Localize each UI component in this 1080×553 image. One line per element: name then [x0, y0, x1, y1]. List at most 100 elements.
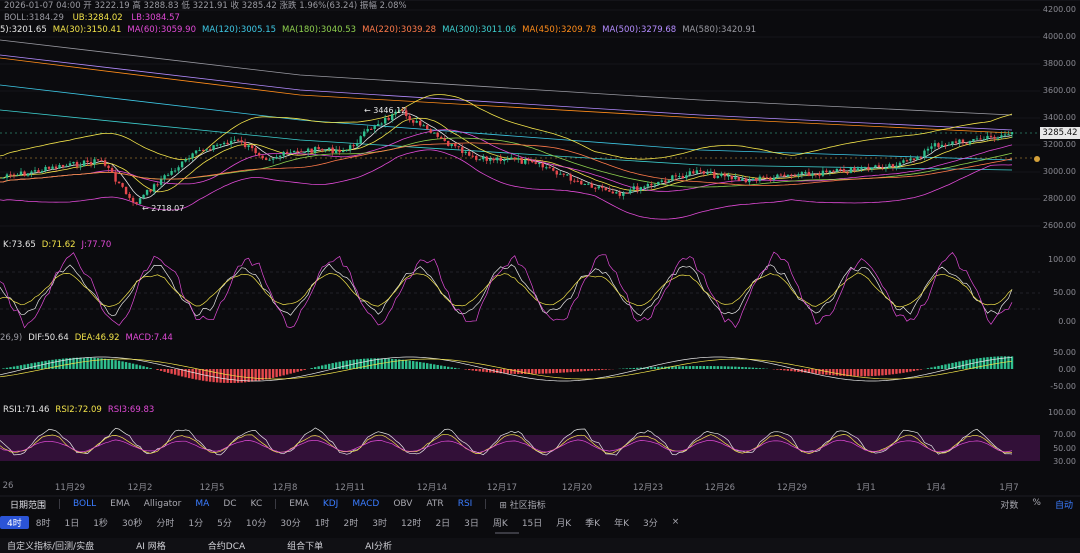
macd-bar [867, 369, 870, 377]
macd-bar [180, 369, 184, 377]
candle-body [464, 151, 467, 153]
interval-4[interactable]: 30秒 [121, 518, 143, 529]
macd-bar [142, 366, 145, 369]
candle-body [947, 144, 951, 146]
candle-body [257, 153, 261, 156]
macd-bar [566, 369, 569, 373]
scale-option[interactable]: % [1032, 497, 1041, 508]
main-indicator-kc[interactable]: KC [250, 499, 263, 509]
candle-body [765, 177, 769, 179]
main-indicator-boll[interactable]: BOLL [73, 499, 97, 509]
candle-body [681, 175, 685, 179]
macd-bar [576, 369, 579, 372]
macd-bar [324, 364, 327, 369]
sub-indicator-atr[interactable]: ATR [426, 499, 444, 509]
sub-indicator-macd[interactable]: MACD [352, 499, 380, 509]
interval-15[interactable]: 3日 [464, 518, 479, 529]
candle-body [177, 167, 180, 171]
interval-17[interactable]: 15日 [521, 518, 543, 529]
interval-toolbar: 4时 8时 1日 1秒 30秒 分时 1分 5分 10分 30分 1时 2时 3时 12时 2日 3日 周K 15… [0, 515, 1080, 529]
ma-line [0, 439, 1013, 453]
bottom-tab[interactable]: AI 网格 [136, 542, 166, 552]
interval-12[interactable]: 3时 [372, 518, 387, 529]
interval-7[interactable]: 5分 [217, 518, 232, 529]
sub-indicator-kdj[interactable]: KDJ [322, 499, 339, 509]
interval-18[interactable]: 月K [556, 518, 572, 529]
interval-3[interactable]: 1秒 [93, 518, 108, 529]
ma-legend-item: MA(220):3039.28 [362, 25, 437, 35]
candle-body [303, 151, 306, 153]
interval-11[interactable]: 2时 [343, 518, 359, 529]
candle-body [440, 136, 443, 139]
interval-10[interactable]: 1时 [314, 518, 330, 529]
interval-21[interactable]: 3分 [642, 518, 658, 529]
close-intervals-button[interactable]: × [671, 517, 680, 527]
scale-option[interactable]: 自动 [1054, 500, 1073, 511]
drag-handle[interactable] [495, 532, 519, 534]
ma-legend-item: MA(580):3420.91 [682, 25, 757, 35]
interval-6[interactable]: 1分 [188, 518, 204, 529]
candle-body [394, 111, 397, 115]
macd-bar [849, 369, 853, 377]
main-indicator-alligator[interactable]: Alligator [143, 499, 182, 509]
bottom-tab[interactable]: 组合下单 [287, 542, 324, 552]
candle-body [208, 149, 212, 151]
candle-body [937, 143, 940, 148]
high-annotation: ← 3446.12 [364, 106, 407, 115]
candle-body [685, 175, 688, 179]
candle-body [853, 167, 856, 171]
macd-bar [30, 363, 33, 369]
bottom-tab[interactable]: 自定义指标/回测/实盘 [7, 542, 95, 552]
chart-canvas[interactable] [0, 0, 1080, 500]
macd-bar [96, 358, 100, 369]
candle-body [517, 158, 520, 160]
candle-body [636, 186, 639, 191]
macd-bar [229, 369, 233, 383]
interval-1[interactable]: 8时 [35, 518, 51, 529]
macd-bar [982, 357, 986, 369]
macd-bar [692, 366, 695, 369]
sub-indicator-ema[interactable]: EMA [289, 499, 309, 509]
bottom-tab[interactable]: AI分析 [365, 542, 392, 552]
interval-2[interactable]: 1日 [64, 518, 80, 529]
date-range-button[interactable]: 日期范围 [10, 500, 47, 511]
sub-indicator-obv[interactable]: OBV [393, 499, 413, 509]
macd-bar [489, 369, 492, 373]
macd-bar [243, 369, 247, 383]
date-tick: 12月20 [561, 483, 593, 493]
macd-bar [853, 369, 856, 377]
candle-body [867, 166, 870, 170]
macd-bar [818, 369, 821, 375]
macd-bar [720, 366, 723, 369]
macd-bar [947, 363, 951, 369]
interval-16[interactable]: 周K [492, 518, 508, 529]
main-indicator-dc[interactable]: DC [223, 499, 237, 509]
candle-body [359, 136, 362, 144]
interval-9[interactable]: 30分 [280, 518, 301, 529]
macd-bar [835, 369, 839, 376]
interval-13[interactable]: 12时 [400, 518, 422, 529]
macd-bar [793, 369, 797, 372]
main-indicator-ma[interactable]: MA [195, 499, 210, 509]
scale-option[interactable]: 对数 [1000, 500, 1019, 511]
interval-0[interactable]: 4时 [0, 515, 29, 529]
interval-5[interactable]: 分时 [156, 518, 175, 529]
candle-body [296, 150, 299, 152]
interval-8[interactable]: 10分 [245, 518, 267, 529]
candle-body [289, 152, 292, 154]
main-indicator-ema[interactable]: EMA [110, 499, 130, 509]
sub-indicator-rsi[interactable]: RSI [457, 499, 473, 509]
interval-19[interactable]: 季K [585, 518, 601, 529]
interval-14[interactable]: 2日 [435, 518, 451, 529]
candle-body [534, 162, 537, 164]
candle-body [159, 179, 163, 185]
bottom-tab[interactable]: 合约DCA [207, 542, 246, 552]
macd-bar [527, 369, 530, 374]
macd-bar [138, 365, 142, 369]
candle-body [503, 159, 506, 162]
community-indicator-button[interactable]: ⊞ 社区指标 [499, 500, 546, 511]
macd-bar [513, 369, 516, 374]
candle-body [692, 171, 695, 174]
candle-body [828, 170, 832, 173]
interval-20[interactable]: 年K [614, 518, 629, 529]
